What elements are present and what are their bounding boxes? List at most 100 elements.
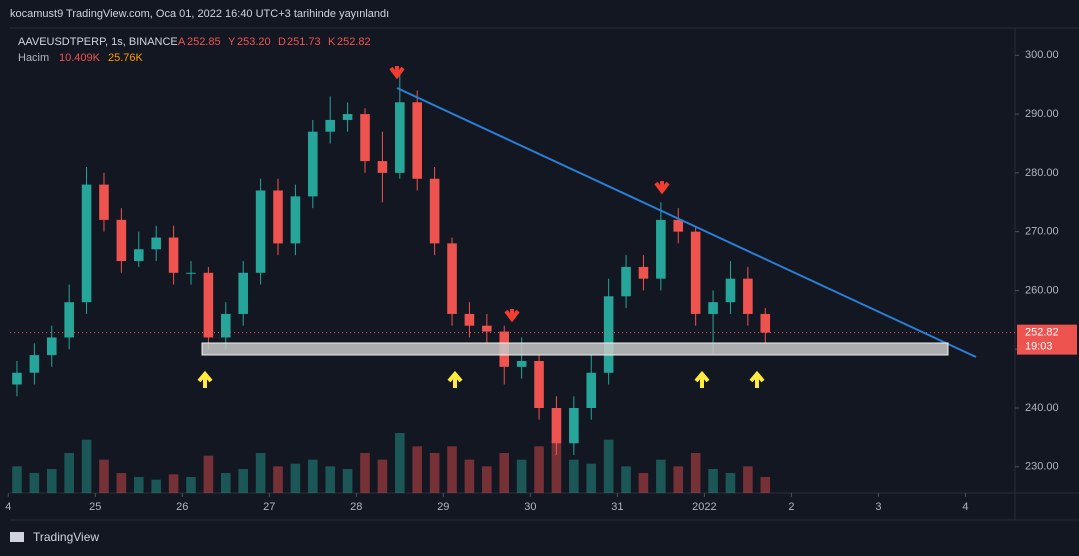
volume-value: 10.409K (59, 52, 101, 64)
candle-body (743, 278, 753, 314)
candle-body (29, 355, 40, 373)
volume-bar (395, 433, 405, 493)
volume-bar (743, 466, 753, 493)
volume-bar (29, 473, 40, 493)
volume-bar (12, 466, 22, 493)
candle-body (534, 360, 544, 408)
candle-body (464, 313, 475, 326)
x-tick-label: 4 (962, 501, 968, 513)
ohlc-value: 252.82 (337, 36, 371, 48)
candle-body (673, 219, 684, 232)
candle-body (325, 119, 335, 132)
x-tick-label: 25 (89, 501, 101, 513)
candle-body (725, 278, 736, 303)
volume-bar (308, 459, 318, 493)
x-tick-label: 28 (350, 501, 362, 513)
published-note: kocamust9 TradingView.com, Oca 01, 2022 … (10, 8, 389, 20)
candle-body (395, 102, 405, 173)
trend-line (396, 87, 977, 358)
up-arrow (749, 370, 765, 388)
volume-bar (99, 459, 109, 493)
volume-label: Hacim (18, 52, 49, 64)
last-price-label: 252.82 (1025, 327, 1059, 339)
volume-bar (673, 466, 684, 493)
up-arrow (197, 370, 213, 388)
y-tick-label: 270.00 (1025, 226, 1059, 238)
candle-body (151, 237, 161, 250)
candle-body (238, 272, 248, 314)
volume-bar (238, 469, 248, 493)
candle-body (760, 313, 771, 333)
volume-bar (290, 463, 301, 493)
volume-bar (255, 453, 266, 493)
candle-body (377, 161, 388, 173)
volume-bar (551, 439, 562, 493)
volume-bar (586, 463, 597, 493)
logo (10, 532, 24, 542)
candle-body (342, 114, 353, 120)
x-tick-label: 3 (875, 501, 881, 513)
x-tick-label: 26 (176, 501, 188, 513)
y-tick-label: 290.00 (1025, 108, 1059, 120)
volume-bar (46, 469, 57, 493)
candle-body (690, 231, 701, 314)
y-tick-label: 280.00 (1025, 167, 1059, 179)
volume-bar (325, 466, 335, 493)
volume-bar (708, 469, 718, 493)
candle-body (12, 372, 22, 385)
candle-body (708, 302, 718, 314)
ohlc-value: 252.85 (187, 36, 221, 48)
y-tick-label: 300.00 (1025, 49, 1059, 61)
candle-body (482, 325, 492, 332)
candle-body (133, 249, 144, 262)
volume-bar (760, 477, 771, 493)
ohlc-key: D (278, 36, 286, 48)
volume-ma: 25.76K (108, 52, 144, 64)
volume-bar (621, 466, 631, 493)
y-tick-label: 230.00 (1025, 461, 1059, 473)
candle-body (168, 237, 179, 273)
candle-body (81, 184, 92, 303)
volume-bar (690, 453, 701, 493)
volume-bar (342, 469, 353, 493)
volume-bar (377, 459, 388, 493)
volume-bar (499, 453, 510, 493)
volume-bar (638, 473, 649, 493)
candle-body (603, 296, 614, 373)
x-tick-label: 2022 (692, 501, 716, 513)
candle-body (656, 219, 666, 279)
candle-body (64, 302, 74, 338)
volume-bar (81, 439, 92, 493)
volume-bar (656, 459, 666, 493)
volume-bar (64, 453, 74, 493)
candle-body (429, 178, 440, 244)
candle-body (46, 337, 57, 356)
volume-bar (412, 446, 423, 493)
candle-body (551, 407, 562, 444)
up-arrow (694, 370, 710, 388)
volume-bar (447, 446, 457, 493)
candle-body (412, 102, 423, 179)
volume-bar (221, 473, 231, 493)
countdown: 19:03 (1025, 341, 1053, 353)
volume-bar (151, 479, 161, 493)
candle-body (516, 360, 527, 367)
volume-bar (516, 459, 527, 493)
volume-bar (133, 477, 144, 493)
x-tick-label: 27 (263, 501, 275, 513)
candle-body (203, 272, 214, 338)
volume-bar (360, 453, 370, 493)
candle-body (99, 184, 109, 220)
volume-bar (534, 446, 544, 493)
x-tick-label: 4 (5, 501, 11, 513)
x-tick-label: 2 (788, 501, 794, 513)
y-tick-label: 260.00 (1025, 284, 1059, 296)
ohlc-key: A (178, 36, 186, 48)
volume-bar (273, 466, 283, 493)
candle-body (116, 219, 127, 262)
up-arrow (447, 370, 463, 388)
candle-body (586, 372, 597, 408)
